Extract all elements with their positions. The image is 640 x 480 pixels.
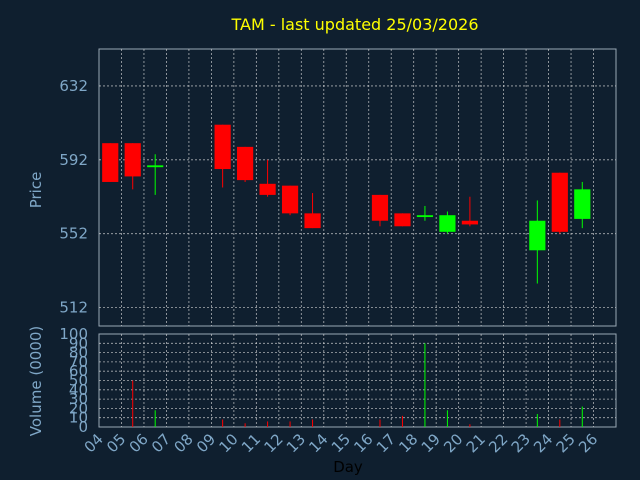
price-axis-label: Price	[27, 172, 45, 209]
candle-body	[281, 185, 299, 214]
volume-grid	[99, 334, 616, 427]
candle-body	[237, 146, 254, 181]
candle-body	[371, 194, 389, 221]
volume-tick-label: 80	[69, 344, 88, 362]
volume-bar-series	[132, 343, 583, 427]
candle-body	[416, 215, 434, 218]
candle-body	[551, 172, 568, 232]
volume-tick-label: 70	[69, 353, 88, 371]
chart-title: TAM - last updated 25/03/2026	[230, 15, 478, 34]
volume-tick-label: 30	[69, 390, 88, 408]
candle-body	[529, 220, 546, 251]
price-tick-label: 552	[59, 225, 88, 243]
volume-tick-label: 0	[78, 418, 88, 436]
candle-body	[147, 165, 164, 168]
candle-body	[259, 183, 276, 195]
volume-tick-label: 90	[69, 334, 88, 352]
volume-tick-label: 50	[69, 372, 88, 390]
candle-body	[574, 189, 591, 219]
candle-body	[124, 143, 141, 177]
price-panel-frame	[98, 48, 617, 327]
day-x-ticks: 0405060708091011121314151617181920212223…	[81, 430, 602, 456]
price-y-ticks: 512 552 592 632	[59, 77, 88, 317]
volume-tick-label: 20	[69, 399, 88, 417]
volume-axis-label: Volume (0000)	[27, 326, 45, 436]
candle-body	[102, 143, 119, 182]
price-tick-label: 632	[59, 77, 88, 95]
candle-body	[214, 124, 231, 170]
candlestick-series	[102, 124, 591, 284]
volume-tick-label: 10	[69, 409, 88, 427]
candle-body	[394, 213, 411, 227]
candle-body	[304, 213, 321, 229]
candle-body	[439, 215, 456, 232]
volume-tick-label: 100	[59, 325, 88, 343]
volume-tick-label: 40	[69, 381, 88, 399]
price-tick-label: 512	[59, 299, 88, 317]
day-axis-label: Day	[333, 458, 363, 476]
candle-body	[461, 220, 478, 225]
price-tick-label: 592	[59, 151, 88, 169]
volume-panel-frame	[98, 333, 617, 428]
volume-tick-label: 60	[69, 362, 88, 380]
day-tick-label: 26	[575, 430, 601, 456]
